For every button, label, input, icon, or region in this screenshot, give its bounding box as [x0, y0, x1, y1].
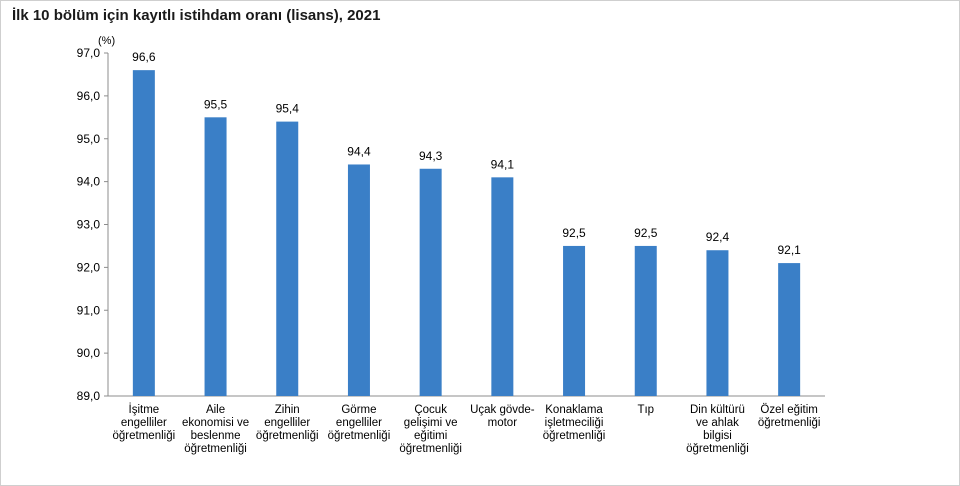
bar	[347, 164, 370, 396]
bars	[132, 70, 801, 397]
category-label: Din kültürü ve ahlak bilgisi öğretmenliği	[686, 404, 749, 455]
bar	[563, 245, 586, 396]
y-tick-label: 90,0	[77, 346, 101, 360]
y-tick-label: 89,0	[77, 389, 101, 403]
bar	[706, 250, 729, 396]
bar	[276, 121, 299, 396]
bar	[778, 263, 801, 396]
y-tick-label: 91,0	[77, 303, 101, 317]
category-label: Çocuk gelişimi ve eğitimi öğretmenliği	[399, 404, 462, 455]
y-tick-label: 93,0	[77, 218, 101, 232]
data-label: 94,4	[347, 144, 371, 158]
data-label: 92,4	[706, 230, 730, 244]
category-label: Aile ekonomisi ve beslenme öğretmenliği	[182, 404, 249, 455]
y-tick-label: 97,0	[77, 46, 101, 60]
y-unit-label: (%)	[98, 35, 115, 47]
data-label: 92,1	[777, 243, 801, 257]
y-axis: 97,0 96,0 95,0 94,0 93,0 92,0 91,0 90,0 89,0	[77, 46, 825, 403]
data-label: 95,5	[204, 97, 228, 111]
data-label: 95,4	[276, 102, 300, 116]
category-label: İşitme engelliler öğretmenliği	[113, 403, 176, 442]
category-label: Özel eğitim öğretmenliği	[758, 404, 821, 429]
bar	[491, 177, 514, 396]
y-tick-label: 94,0	[77, 175, 101, 189]
category-label: Tıp	[637, 404, 654, 416]
bar	[132, 70, 155, 397]
data-label: 92,5	[634, 226, 658, 240]
data-label: 94,1	[491, 157, 515, 171]
category-label: Zihin engelliler öğretmenliği	[256, 404, 319, 442]
bar	[634, 245, 657, 396]
bar	[419, 168, 442, 396]
y-tick-label: 96,0	[77, 89, 101, 103]
data-label: 92,5	[562, 226, 586, 240]
y-tick-label: 95,0	[77, 132, 101, 146]
chart-title: İlk 10 bölüm için kayıtlı istihdam oranı…	[12, 7, 381, 24]
data-labels: 96,6 95,5 95,4 94,4 94,3 94,1 92,5 92,5 92,4 92,1	[132, 50, 801, 257]
data-label: 96,6	[132, 50, 156, 64]
category-label: Görme engelliler öğretmenliği	[328, 404, 391, 442]
data-label: 94,3	[419, 149, 443, 163]
y-tick-label: 92,0	[77, 260, 101, 274]
bar	[204, 117, 227, 396]
category-label: Uçak gövde-motor	[470, 404, 535, 429]
category-label: Konaklama işletmeciliği öğretmenliği	[543, 404, 606, 442]
